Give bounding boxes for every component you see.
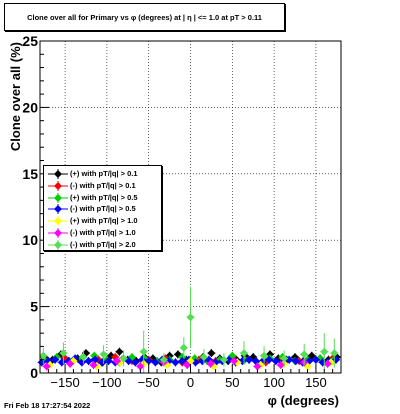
data-point <box>51 355 60 364</box>
x-tick-label: 0 <box>187 375 194 390</box>
data-point <box>136 362 145 371</box>
data-point <box>84 357 93 366</box>
data-point <box>115 347 124 356</box>
legend-label: (-) with pT/|q| > 1.0 <box>70 228 136 237</box>
legend-marker <box>48 216 68 227</box>
legend-marker <box>48 169 68 179</box>
data-point <box>280 354 289 363</box>
y-tick-label: 20 <box>22 99 38 115</box>
x-tick-label: −100 <box>92 375 121 390</box>
legend-marker <box>48 192 68 203</box>
data-point <box>79 353 88 362</box>
data-point <box>271 357 280 366</box>
chart-title: Clone over all for Primary vs φ (degrees… <box>4 3 285 31</box>
data-point <box>229 357 238 366</box>
legend-label: (-) with pT/|q| > 0.5 <box>70 204 136 214</box>
legend-entry: (-) with pT/|q| > 0.1 <box>44 180 161 192</box>
legend-entry: (+) with pT/|q| > 0.5 <box>44 192 161 204</box>
legend: (+) with pT/|q| > 0.1 (-) with pT/|q| > 0… <box>43 165 162 251</box>
data-point <box>183 361 192 370</box>
legend-label: (+) with pT/|q| > 0.5 <box>70 192 138 202</box>
data-point <box>245 355 254 364</box>
data-point <box>260 351 269 360</box>
x-tick-label: 100 <box>263 375 285 390</box>
data-point <box>39 351 48 360</box>
legend-label: (+) with pT/|q| > 0.1 <box>70 169 138 178</box>
y-tick-label: 25 <box>22 33 38 49</box>
data-point <box>179 343 188 352</box>
legend-label: (-) with pT/|q| > 2.0 <box>70 239 136 249</box>
data-point <box>112 357 121 366</box>
series-6 <box>39 286 339 373</box>
data-point <box>240 349 249 358</box>
data-point <box>151 358 160 367</box>
data-point <box>171 358 180 367</box>
legend-entry: (-) with pT/|q| > 0.5 <box>44 203 161 215</box>
data-point <box>199 353 208 362</box>
y-tick-label: 5 <box>30 299 38 315</box>
tick-layer <box>40 40 334 374</box>
data-point <box>104 357 113 366</box>
x-tick-label: 50 <box>225 375 239 390</box>
x-axis-label: φ (degrees) <box>268 393 339 408</box>
data-point <box>59 349 68 358</box>
data-point <box>119 354 128 363</box>
data-point <box>66 359 75 368</box>
legend-entry: (+) with pT/|q| > 1.0 <box>44 215 161 227</box>
data-layer <box>37 286 341 373</box>
legend-entry: (-) with pT/|q| > 1.0 <box>44 227 161 239</box>
legend-marker <box>48 239 68 250</box>
data-point <box>323 359 332 368</box>
timestamp: Fri Feb 18 17:27:54 2022 <box>4 401 91 410</box>
legend-marker <box>48 204 68 215</box>
data-point <box>186 313 195 322</box>
axis-label-layer: −150 −100 −50 0 50 100 150 0 5 10 15 20 25 <box>22 33 326 390</box>
y-tick-label: 10 <box>22 232 38 248</box>
data-point <box>276 361 285 370</box>
data-point <box>159 355 168 364</box>
data-point <box>178 357 187 366</box>
data-point <box>300 350 309 359</box>
data-point <box>219 355 228 364</box>
y-tick-label: 0 <box>30 365 38 381</box>
data-point <box>330 349 339 358</box>
data-point <box>57 358 66 367</box>
legend-entry: (-) with pT/|q| > 2.0 <box>44 239 161 251</box>
x-tick-label: 150 <box>305 375 327 390</box>
x-tick-label: −50 <box>138 375 160 390</box>
y-axis-label: Clone over all (%) <box>8 42 23 151</box>
data-point <box>251 357 260 366</box>
legend-marker <box>48 228 68 238</box>
data-point <box>89 361 98 370</box>
data-point <box>207 349 216 358</box>
y-tick-label: 15 <box>22 166 38 182</box>
data-point <box>291 357 300 366</box>
data-point <box>99 350 108 359</box>
data-point <box>42 362 51 371</box>
data-point <box>131 358 140 367</box>
legend-marker <box>48 180 68 191</box>
data-point <box>139 347 148 356</box>
legend-label: (+) with pT/|q| > 1.0 <box>70 216 138 226</box>
legend-label: (-) with pT/|q| > 0.1 <box>70 180 136 190</box>
x-tick-label: −150 <box>50 375 79 390</box>
legend-entry: (+) with pT/|q| > 0.1 <box>44 168 161 180</box>
data-point <box>253 362 262 371</box>
data-point <box>206 359 215 368</box>
data-point <box>311 355 320 364</box>
data-point <box>320 347 329 356</box>
data-point <box>265 355 274 364</box>
